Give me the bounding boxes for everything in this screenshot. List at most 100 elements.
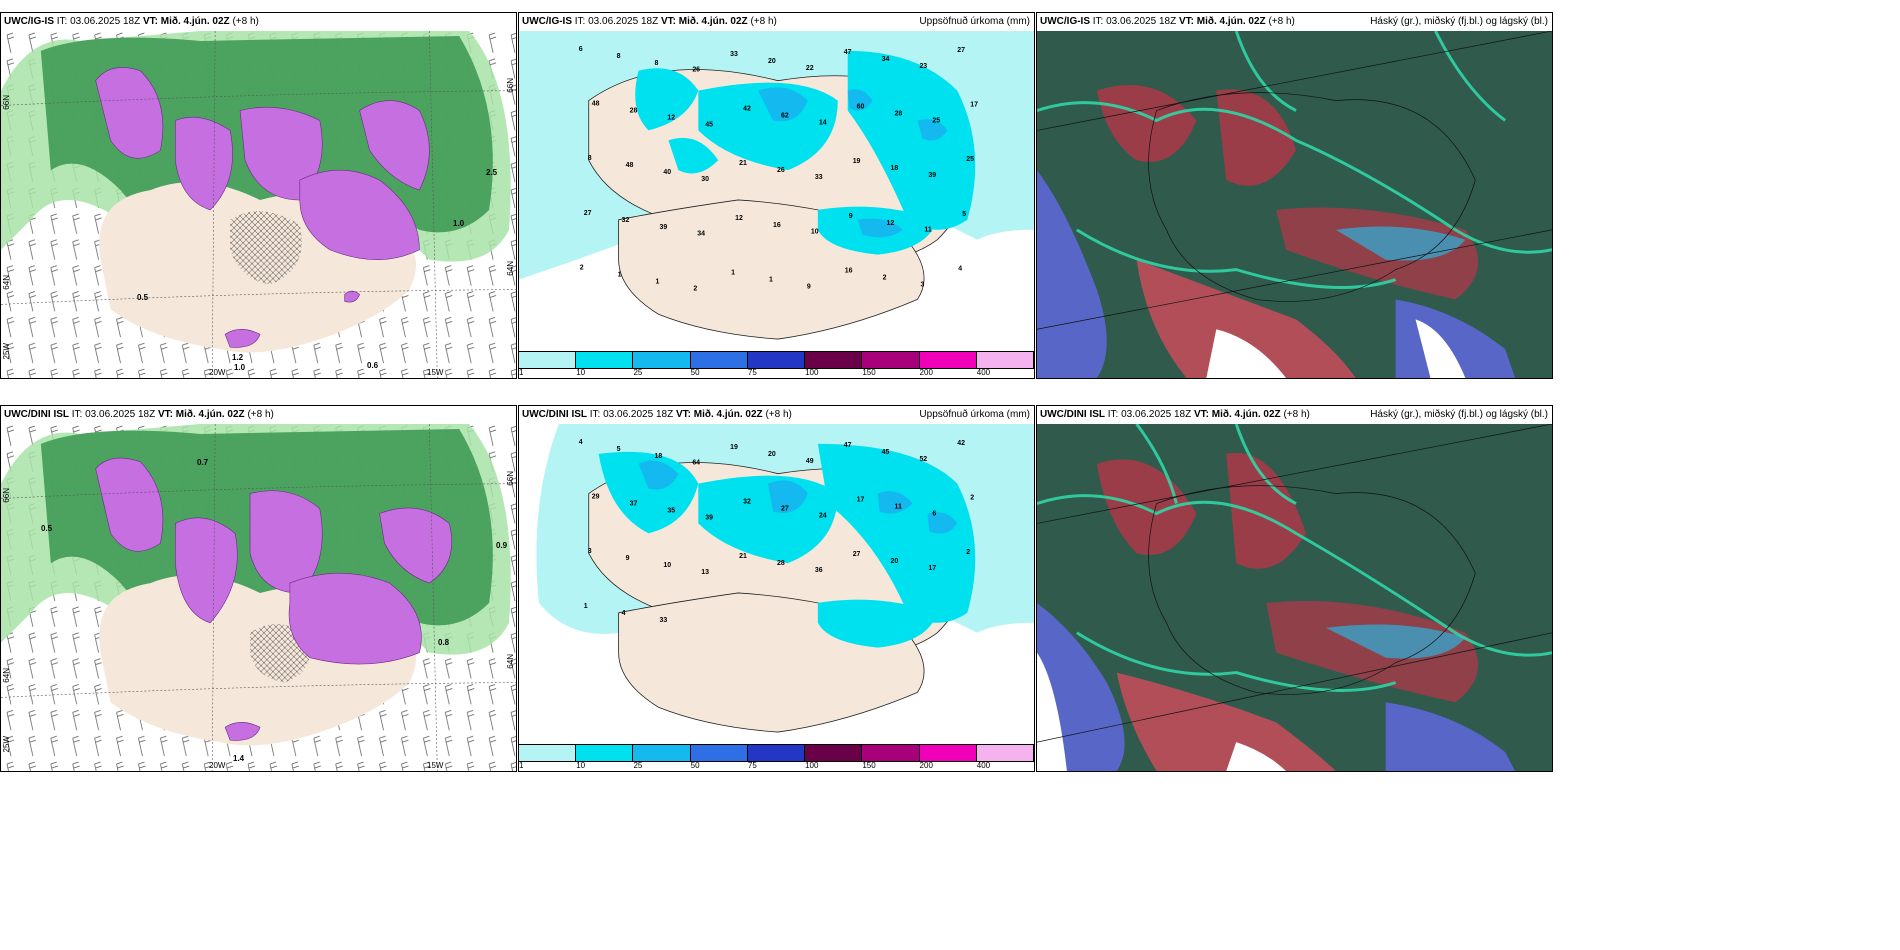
precip-value: 10 (811, 229, 819, 236)
scale-label: 50 (690, 761, 700, 770)
scale-swatch (576, 352, 634, 368)
precip-value-labels: 6882633202247342327482812454262146028251… (579, 46, 978, 292)
precip-value: 12 (667, 114, 675, 121)
map-panel-precip-type-dini[interactable]: UWC/DINI ISL IT: 03.06.2025 18Z VT: Mið.… (0, 405, 517, 772)
precip-value: 12 (735, 215, 743, 222)
precip-value: 17 (857, 497, 865, 504)
lat-label: 64N (506, 654, 515, 669)
scale-bar (519, 744, 1034, 762)
valid-time: VT: Mið. 4.jún. 02Z (157, 409, 245, 420)
scale-swatch (805, 745, 863, 761)
purple-snow-areas (95, 67, 430, 348)
map-area[interactable]: 4 5 18 64 19 20 49 47 45 52 42 29 37 35 39 32 27 24 17 11 6 2… (519, 424, 1034, 744)
panel-header: UWC/IG-IS IT: 03.06.2025 18Z VT: Mið. 4.… (1, 13, 516, 31)
panel-title: Háský (gr.), miðský (fj.bl.) og lágský (… (1370, 409, 1548, 420)
scale-label: 200 (919, 368, 933, 377)
map-panel-accum-precip-igis[interactable]: UWC/IG-IS IT: 03.06.2025 18Z VT: Mið. 4.… (518, 12, 1035, 379)
valid-time: VT: Mið. 4.jún. 02Z (1193, 409, 1281, 420)
precip-value: 1 (769, 276, 773, 283)
scale-label: 1 (519, 761, 524, 770)
point-value: 1.2 (232, 353, 244, 362)
precip-value: 2 (693, 285, 697, 292)
scale-swatch (976, 352, 1034, 368)
precip-value: 14 (819, 119, 827, 126)
map-area[interactable] (1, 31, 516, 378)
lead-time: (+8 h) (1268, 16, 1295, 27)
precip-value: 32 (743, 499, 751, 506)
scale-swatch (976, 745, 1034, 761)
scale-labels: 1 10 25 50 75 100 150 200 400 (519, 367, 1034, 378)
scale-label: 100 (805, 368, 819, 377)
map-area[interactable]: 6 8 8 26 33 20 22 47 34 23 27 48 28 12 45 42 62 14 60 28 25 1… (519, 31, 1034, 351)
lon-label: 15W (427, 761, 444, 770)
precip-value: 1 (731, 269, 735, 276)
scale-swatch (747, 352, 806, 368)
precip-value: 8 (654, 60, 658, 67)
scale-swatch (805, 352, 863, 368)
map-area[interactable] (1037, 31, 1552, 378)
precip-value: 42 (743, 106, 751, 113)
point-value: 1.0 (453, 219, 465, 228)
lead-time: (+8 h) (1283, 409, 1310, 420)
lat-label: 66N (2, 488, 11, 503)
precip-value: 28 (895, 110, 903, 117)
precip-value: 24 (819, 512, 827, 519)
lat-label: 66N (506, 78, 515, 93)
precip-value: 62 (781, 112, 789, 119)
precip-value: 19 (730, 444, 738, 451)
precip-value-labels: 4518641920494745524229373539322724171162… (579, 439, 974, 624)
precip-value: 6 (932, 510, 936, 517)
valid-time: VT: Mið. 4.jún. 02Z (142, 16, 230, 27)
precip-value: 19 (853, 158, 861, 165)
precip-value: 4 (622, 610, 626, 617)
precip-value: 48 (626, 162, 634, 169)
precip-value: 40 (663, 169, 671, 176)
white-cloud-se (1415, 319, 1466, 378)
scale-label: 75 (747, 761, 757, 770)
precip-value: 13 (701, 569, 709, 576)
panel-header: UWC/DINI ISL IT: 03.06.2025 18Z VT: Mið.… (1037, 406, 1552, 424)
precip-value: 9 (626, 555, 630, 562)
map-panel-accum-precip-dini[interactable]: UWC/DINI ISL IT: 03.06.2025 18Z VT: Mið.… (518, 405, 1035, 772)
scale-swatch (690, 745, 748, 761)
lat-label: 66N (506, 471, 515, 486)
precip-value: 36 (815, 567, 823, 574)
heavy-precip-areas (758, 87, 948, 238)
scale-swatch (919, 352, 977, 368)
map-panel-clouds-dini[interactable]: UWC/DINI ISL IT: 03.06.2025 18Z VT: Mið.… (1036, 405, 1553, 772)
model-name: UWC/IG-IS (4, 16, 54, 27)
cloud-cover-map (1037, 31, 1552, 378)
precip-value: 4 (579, 439, 583, 446)
scale-swatch (633, 745, 691, 761)
map-area[interactable] (1, 424, 516, 771)
precip-value: 20 (768, 58, 776, 65)
scale-label: 100 (805, 761, 819, 770)
precip-value: 11 (895, 503, 902, 510)
precip-value: 27 (781, 505, 789, 512)
precip-value: 21 (739, 160, 747, 167)
precip-value: 1 (618, 271, 622, 278)
precip-value: 2 (970, 495, 974, 502)
precip-value: 16 (845, 267, 853, 274)
init-time: IT: 03.06.2025 18Z (1107, 409, 1192, 420)
map-area[interactable] (1037, 424, 1552, 771)
precip-value: 64 (692, 460, 700, 467)
cloud-cover-map (1037, 424, 1552, 771)
scale-label: 150 (862, 368, 876, 377)
precip-value: 17 (970, 102, 978, 109)
precip-value: 8 (617, 53, 621, 60)
precip-type-map (1, 31, 516, 378)
precip-value: 32 (622, 217, 630, 224)
map-panel-clouds-igis[interactable]: UWC/IG-IS IT: 03.06.2025 18Z VT: Mið. 4.… (1036, 12, 1553, 379)
precip-value: 27 (853, 551, 861, 558)
scale-label: 400 (976, 368, 991, 377)
precip-value: 49 (806, 458, 814, 465)
precip-value: 12 (887, 220, 895, 227)
panel-header: UWC/DINI ISL IT: 03.06.2025 18Z VT: Mið.… (1, 406, 516, 424)
init-time: IT: 03.06.2025 18Z (1092, 16, 1177, 27)
scale-label: 10 (576, 761, 586, 770)
precip-value: 35 (667, 507, 675, 514)
map-panel-precip-type-igis[interactable]: UWC/IG-IS IT: 03.06.2025 18Z VT: Mið. 4.… (0, 12, 517, 379)
precip-value: 9 (807, 283, 811, 290)
purple-snow-areas (95, 457, 453, 741)
